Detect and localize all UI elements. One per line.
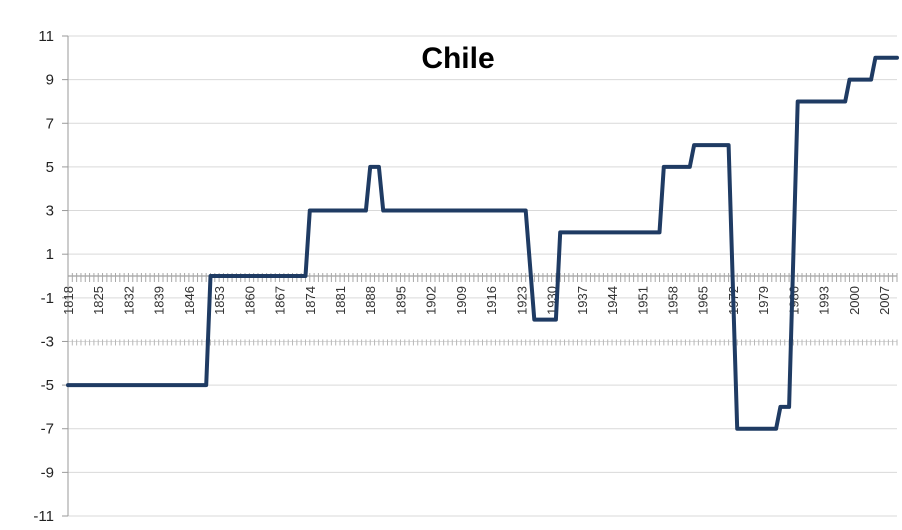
- x-tick-label: 1916: [484, 286, 499, 315]
- y-tick-label: -9: [41, 464, 54, 481]
- x-tick-label: 1965: [696, 286, 711, 315]
- x-tick-label: 1832: [121, 286, 136, 315]
- x-tick-label: 1860: [242, 286, 257, 315]
- x-tick-label: 2007: [877, 286, 892, 315]
- y-tick-label: 1: [46, 246, 54, 263]
- x-tick-label: 1818: [61, 286, 76, 315]
- x-tick-label: 1951: [635, 286, 650, 315]
- y-tick-label: 7: [46, 115, 54, 132]
- y-tick-label: -11: [33, 508, 54, 525]
- x-tick-label: 1853: [212, 286, 227, 315]
- x-tick-label: 1839: [152, 286, 167, 315]
- y-tick-label: 3: [46, 203, 54, 220]
- y-tick-label: -1: [41, 290, 54, 307]
- x-tick-label: 1937: [575, 286, 590, 315]
- series-group: [66, 55, 899, 431]
- x-tick-label: 1874: [303, 286, 318, 315]
- y-tick-label: -3: [41, 333, 54, 350]
- x-tick-label: 1881: [333, 286, 348, 315]
- x-tick-label: 1979: [756, 286, 771, 315]
- y-tick-label: 9: [46, 72, 54, 89]
- x-tick-label: 2000: [847, 286, 862, 315]
- x-tick-label: 1888: [363, 286, 378, 315]
- x-tick-labels: 1818 1825 1832 1839 1846 1853 1860 1867 1874 1881…: [61, 286, 892, 315]
- axes: [62, 35, 69, 517]
- x-tick-label: 1825: [91, 286, 106, 315]
- x-tick-label: 1923: [514, 286, 529, 315]
- series-line: [66, 55, 899, 431]
- chart-title: Chile: [421, 42, 494, 75]
- zero-line-band: [67, 273, 898, 346]
- y-tick-labels: 11 9 7 5 3 1 -1 -3 -5 -7 -9 -11: [33, 28, 54, 525]
- y-tick-label: 11: [38, 28, 54, 45]
- x-tick-label: 1902: [424, 286, 439, 315]
- x-tick-label: 1944: [605, 286, 620, 315]
- x-tick-label: 1993: [817, 286, 832, 315]
- y-tick-label: 5: [46, 159, 54, 176]
- x-tick-label: 1958: [665, 286, 680, 315]
- x-tick-label: 1867: [273, 286, 288, 315]
- x-tick-label: 1895: [393, 286, 408, 315]
- y-tick-label: -7: [41, 421, 54, 438]
- x-tick-label: 1909: [454, 286, 469, 315]
- y-tick-label: -5: [41, 377, 54, 394]
- x-tick-label: 1846: [182, 286, 197, 315]
